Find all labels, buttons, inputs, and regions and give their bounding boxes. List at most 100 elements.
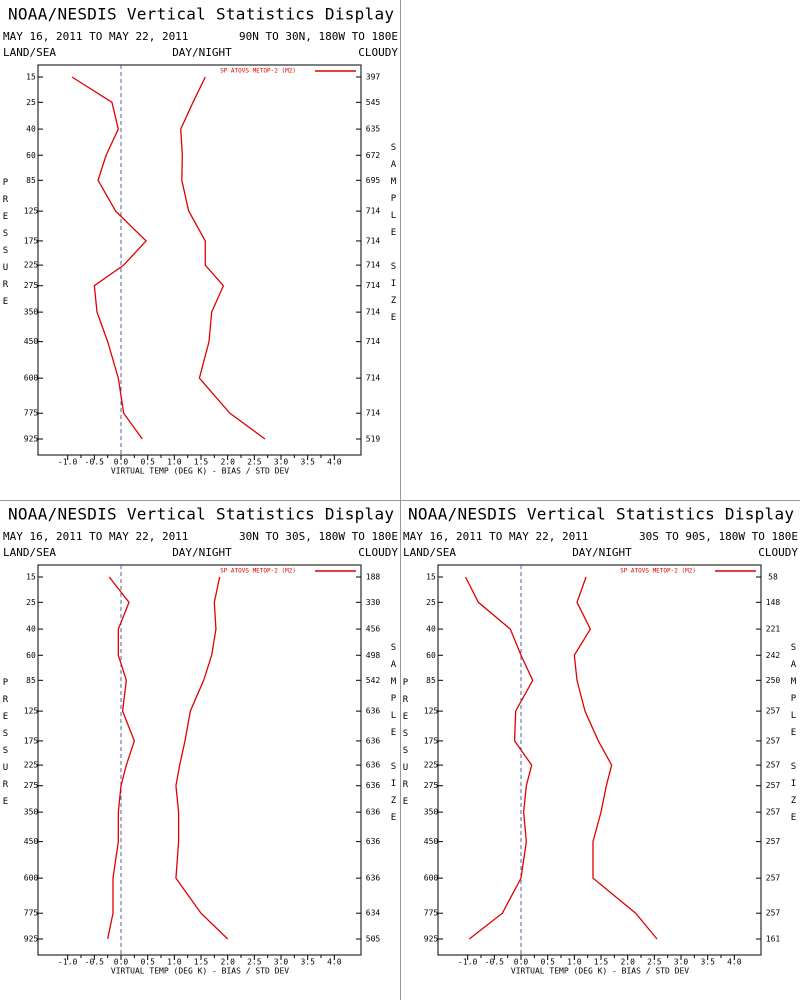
std-dev-line: [175, 576, 229, 940]
y-tick-label: 25: [426, 598, 436, 607]
y-tick-label: 275: [424, 781, 439, 790]
sample-size: 257: [766, 781, 781, 790]
sample-size: 714: [366, 236, 381, 245]
x-tick-label: -0.5: [485, 958, 504, 967]
x-tick-label: -0.5: [85, 958, 104, 967]
y-tick-label: 125: [24, 707, 39, 716]
plot-frame: [437, 564, 762, 956]
corner-label: DAY/NIGHT: [172, 46, 232, 59]
sample-size: 58: [768, 573, 778, 582]
sample-size: 257: [766, 761, 781, 770]
region: 90N TO 30N, 180W TO 180E: [239, 30, 398, 43]
date-range: MAY 16, 2011 TO MAY 22, 2011: [3, 530, 188, 543]
x-tick-label: 2.5: [247, 458, 262, 467]
panel-title: NOAA/NESDIS Vertical Statistics Display: [8, 505, 394, 524]
x-tick-label: 0.5: [540, 958, 555, 967]
std-dev-line: [573, 576, 658, 940]
sample-size: 257: [766, 874, 781, 883]
panel-title: NOAA/NESDIS Vertical Statistics Display: [8, 5, 394, 24]
y2-axis-title: SAMPLE SIZE: [389, 643, 399, 830]
y-axis-title: PRESSURE: [1, 678, 11, 814]
sample-size: 330: [366, 598, 381, 607]
y-tick-label: 85: [426, 676, 436, 685]
x-tick-label: 3.0: [674, 958, 689, 967]
x-tick-label: 0.0: [114, 958, 129, 967]
y-tick-label: 350: [24, 308, 39, 317]
y-tick-label: 15: [426, 573, 436, 582]
x-tick-label: 2.0: [220, 958, 235, 967]
sample-size: 714: [366, 207, 381, 216]
sample-size: 636: [366, 837, 381, 846]
x-tick-label: 1.0: [167, 958, 182, 967]
corner-label: DAY/NIGHT: [572, 546, 632, 559]
y-tick-label: 450: [24, 337, 39, 346]
y-tick-label: 225: [424, 761, 439, 770]
y-tick-label: 600: [24, 874, 39, 883]
sample-size: 714: [366, 261, 381, 270]
corner-label: CLOUDY: [358, 546, 398, 559]
x-tick-label: 3.5: [700, 958, 715, 967]
sample-size: 545: [366, 98, 381, 107]
sample-size: 148: [766, 598, 781, 607]
x-tick-label: -1.0: [58, 458, 77, 467]
bias-line: [107, 576, 136, 940]
legend-label: SP ATOVS METOP-2 (M2): [220, 568, 296, 575]
sample-size: 636: [366, 874, 381, 883]
y2-axis-title: SAMPLE SIZE: [789, 643, 799, 830]
y-tick-label: 60: [426, 651, 436, 660]
x-tick-label: 2.5: [247, 958, 262, 967]
corner-label: CLOUDY: [358, 46, 398, 59]
x-tick-label: 1.0: [567, 958, 582, 967]
y-tick-label: 125: [24, 207, 39, 216]
x-tick-label: 4.0: [327, 958, 342, 967]
sample-size: 695: [366, 176, 381, 185]
plot-frame: [37, 64, 362, 456]
sample-size: 714: [366, 281, 381, 290]
y-tick-label: 60: [26, 151, 36, 160]
sample-size: 672: [366, 151, 381, 160]
y-tick-label: 15: [26, 573, 36, 582]
y-tick-label: 450: [24, 837, 39, 846]
date-range: MAY 16, 2011 TO MAY 22, 2011: [403, 530, 588, 543]
x-axis-title: VIRTUAL TEMP (DEG K) - BIAS / STD DEV: [111, 467, 289, 476]
y-tick-label: 175: [24, 236, 39, 245]
sample-size: 397: [366, 73, 381, 82]
y-tick-label: 925: [424, 935, 439, 944]
x-tick-label: -0.5: [85, 458, 104, 467]
sample-size: 221: [766, 625, 781, 634]
date-range: MAY 16, 2011 TO MAY 22, 2011: [3, 30, 188, 43]
y-tick-label: 40: [26, 625, 36, 634]
panel-title: NOAA/NESDIS Vertical Statistics Display: [408, 505, 794, 524]
sample-size: 257: [766, 909, 781, 918]
x-tick-label: 2.5: [647, 958, 662, 967]
sample-size: 498: [366, 651, 381, 660]
y-axis-title: PRESSURE: [1, 178, 11, 314]
sample-size: 714: [366, 374, 381, 383]
y-tick-label: 175: [24, 736, 39, 745]
corner-label: LAND/SEA: [3, 46, 56, 59]
x-tick-label: 0.0: [114, 458, 129, 467]
sample-size: 505: [366, 935, 381, 944]
x-tick-label: 4.0: [327, 458, 342, 467]
y-tick-label: 25: [26, 98, 36, 107]
x-axis-title: VIRTUAL TEMP (DEG K) - BIAS / STD DEV: [511, 967, 689, 976]
x-tick-label: 1.5: [594, 958, 609, 967]
x-tick-label: 4.0: [727, 958, 742, 967]
sample-size: 714: [366, 337, 381, 346]
x-tick-label: 2.0: [220, 458, 235, 467]
chart-panel: NOAA/NESDIS Vertical Statistics Display M…: [1, 5, 399, 476]
x-tick-label: -1.0: [58, 958, 77, 967]
x-tick-label: -1.0: [458, 958, 477, 967]
sample-size: 714: [366, 409, 381, 418]
y-tick-label: 600: [424, 874, 439, 883]
y-tick-label: 225: [24, 761, 39, 770]
x-tick-label: 1.5: [194, 958, 209, 967]
sample-size: 257: [766, 707, 781, 716]
y-tick-label: 25: [26, 598, 36, 607]
sample-size: 242: [766, 651, 781, 660]
bias-line: [71, 76, 147, 440]
region: 30N TO 30S, 180W TO 180E: [239, 530, 398, 543]
x-tick-label: 1.5: [194, 458, 209, 467]
bias-line: [464, 576, 534, 940]
